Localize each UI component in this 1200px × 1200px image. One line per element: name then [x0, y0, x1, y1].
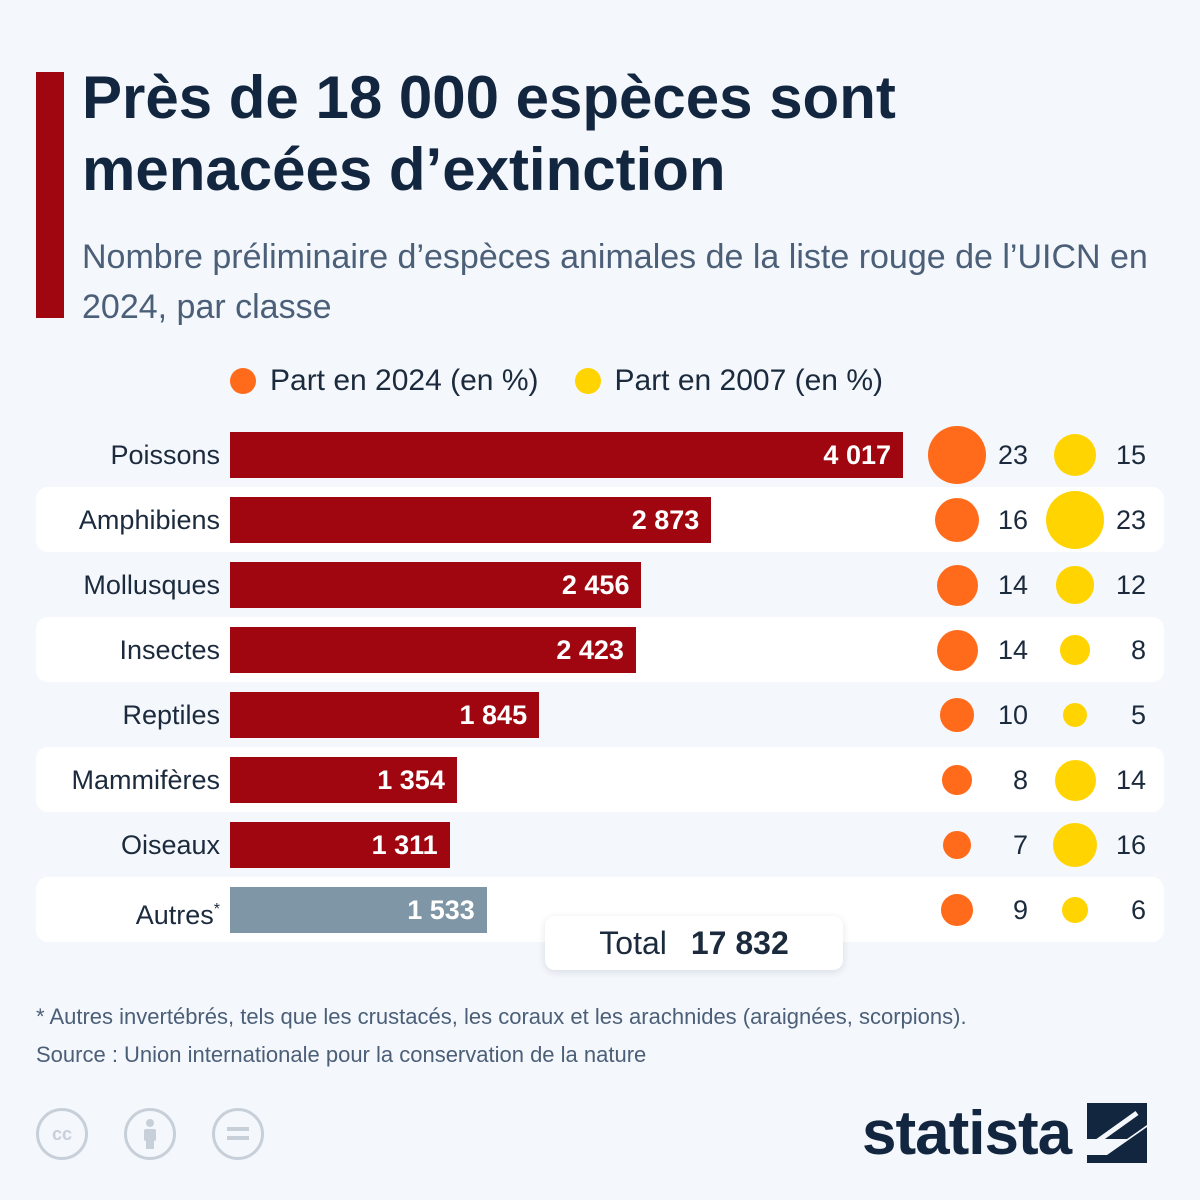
- page-title: Près de 18 000 espèces sont menacées d’e…: [82, 64, 896, 203]
- svg-text:cc: cc: [52, 1124, 72, 1144]
- pct-label-2024: 14: [997, 635, 1028, 665]
- pct-label-2024: 9: [1012, 895, 1028, 925]
- logo-text: statista: [862, 1098, 1072, 1168]
- pct-label-2024: 16: [997, 505, 1028, 535]
- pct-label-2024: 14: [997, 570, 1028, 600]
- page-subtitle: Nombre préliminaire d’espèces animales d…: [82, 238, 1148, 326]
- total-value: 17 832: [690, 924, 789, 961]
- bar-value-label: 2 423: [556, 635, 624, 665]
- bar-value-label: 1 311: [371, 830, 438, 860]
- bubble-2007: [1052, 822, 1098, 868]
- category-label: Reptiles: [122, 700, 220, 730]
- source-text: Source : Union internationale pour la co…: [36, 1042, 647, 1067]
- category-label: Mammifères: [71, 765, 220, 795]
- bubble-2024: [934, 497, 980, 543]
- bar: [230, 692, 540, 738]
- legend-label-2024: Part en 2024 (en %): [270, 364, 539, 397]
- chart-legend: Part en 2024 (en %) Part en 2007 (en %): [230, 356, 919, 406]
- category-label: Mollusques: [83, 570, 220, 600]
- bubble-2007: [1053, 433, 1097, 477]
- pct-label-2007: 15: [1115, 440, 1146, 470]
- bubble-2007: [1046, 491, 1104, 549]
- bar: [230, 822, 450, 868]
- bubble-2007: [1063, 703, 1087, 727]
- total-box: Total 17 832: [545, 916, 843, 970]
- bar: [230, 757, 457, 803]
- bubble-2024: [940, 698, 974, 732]
- bubble-2024: [943, 831, 971, 859]
- total-label: Total: [599, 924, 667, 961]
- bubble-2024: [936, 564, 978, 606]
- pct-label-2024: 10: [997, 700, 1028, 730]
- pct-label-2007: 5: [1130, 700, 1146, 730]
- attribution-icon[interactable]: [124, 1108, 176, 1160]
- bar-value-label: 1 533: [407, 895, 475, 925]
- bar-value-label: 1 354: [377, 765, 445, 795]
- footnote-block: * Autres invertébrés, tels que les crust…: [36, 998, 1166, 1074]
- pct-label-2007: 16: [1115, 830, 1146, 860]
- bar: [230, 887, 487, 933]
- bubble-2007: [1062, 897, 1088, 923]
- category-label: Poissons: [110, 440, 220, 470]
- bar-value-label: 2 873: [631, 505, 700, 535]
- bar-value-label: 2 456: [561, 570, 630, 600]
- bubble-2024: [928, 426, 986, 484]
- bubble-2007: [1056, 566, 1094, 604]
- pct-label-2024: 7: [1012, 830, 1028, 860]
- cc-icon[interactable]: cc: [36, 1108, 88, 1160]
- row-background: [36, 747, 1164, 812]
- bar: [230, 497, 712, 543]
- no-derivatives-icon[interactable]: [212, 1108, 264, 1160]
- legend-item-2007: Part en 2007 (en %): [574, 364, 884, 398]
- bar: [230, 562, 642, 608]
- footnote-text: * Autres invertébrés, tels que les crust…: [36, 1004, 967, 1029]
- pct-label-2024: 23: [997, 440, 1028, 470]
- bubble-2007: [1054, 759, 1096, 801]
- bubble-2024: [941, 894, 973, 926]
- accent-bar: [36, 72, 64, 318]
- category-label: Insectes: [119, 635, 220, 665]
- pct-label-2007: 8: [1130, 635, 1146, 665]
- bar-value-label: 1 845: [459, 700, 528, 730]
- legend-item-2024: Part en 2024 (en %): [230, 364, 539, 398]
- category-label: Amphibiens: [78, 505, 220, 535]
- statista-logo-icon: [1087, 1103, 1148, 1163]
- category-label: Oiseaux: [120, 830, 220, 860]
- bar: [230, 432, 903, 478]
- legend-dot-2007: [574, 368, 601, 394]
- category-label: Autres*: [135, 900, 220, 930]
- legend-label-2007: Part en 2007 (en %): [614, 364, 884, 397]
- statista-logo[interactable]: statista: [862, 1098, 1148, 1168]
- bar: [230, 627, 636, 673]
- bubble-2024: [942, 765, 972, 795]
- pct-label-2007: 6: [1130, 895, 1146, 925]
- pct-label-2007: 12: [1115, 570, 1146, 600]
- bar-value-label: 4 017: [823, 440, 891, 470]
- pct-label-2007: 14: [1115, 765, 1146, 795]
- bubble-2024: [936, 629, 978, 671]
- legend-dot-2024: [230, 368, 256, 394]
- bubble-2007: [1060, 635, 1090, 665]
- pct-label-2007: 23: [1115, 505, 1146, 535]
- pct-label-2024: 8: [1012, 765, 1028, 795]
- license-icons: cc: [36, 1108, 300, 1160]
